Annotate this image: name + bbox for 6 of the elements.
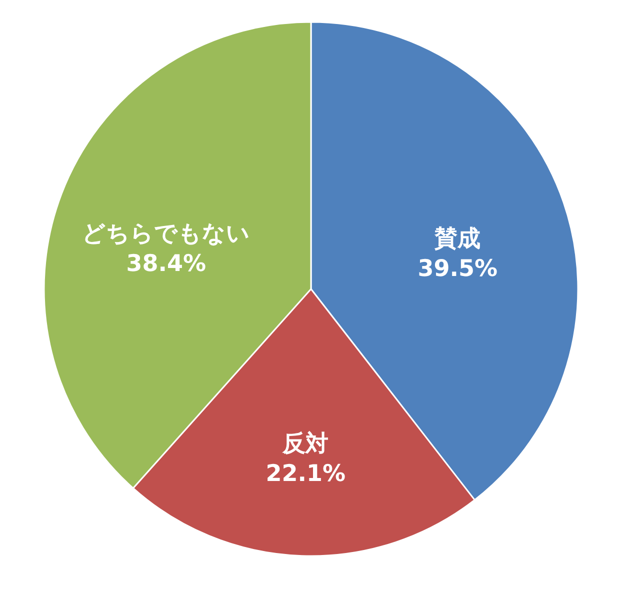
data-label: 22.1% <box>266 460 346 487</box>
data-label: 38.4% <box>126 250 206 277</box>
data-label: 39.5% <box>418 256 498 282</box>
slice-label: どちらでもない <box>82 220 250 247</box>
slice-label: 賛成 <box>434 226 481 252</box>
slice-label: 反対 <box>282 430 329 457</box>
